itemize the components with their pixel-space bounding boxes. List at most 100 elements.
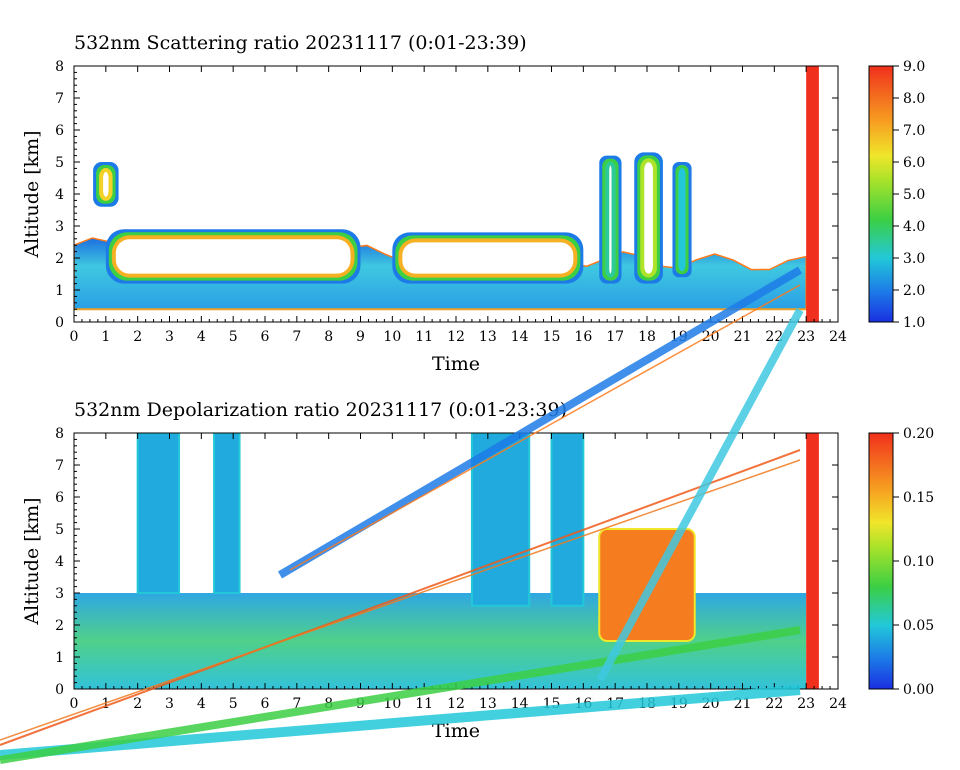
x-tick-label: 5 bbox=[229, 329, 238, 345]
colorbar-tick-label: 7.0 bbox=[903, 123, 925, 139]
depolarization-column bbox=[213, 433, 241, 594]
cloud-features bbox=[74, 66, 819, 322]
x-tick-label: 11 bbox=[415, 329, 433, 345]
y-tick-label: 1 bbox=[55, 650, 64, 666]
diagonal-streak bbox=[289, 284, 801, 571]
x-tick-label: 12 bbox=[447, 329, 465, 345]
diagonal-streak bbox=[0, 459, 801, 741]
colorbar-tick-label: 1.0 bbox=[903, 315, 925, 331]
x-tick-label: 12 bbox=[447, 696, 465, 712]
diagonal-streak bbox=[0, 626, 801, 764]
colorbar-tick-label: 0.10 bbox=[903, 554, 934, 570]
x-tick-label: 13 bbox=[479, 329, 497, 345]
diagonal-streak bbox=[596, 308, 804, 682]
x-tick-label: 17 bbox=[606, 329, 624, 345]
y-tick-label: 4 bbox=[55, 187, 64, 203]
depolarization-column bbox=[470, 433, 531, 607]
depolarization-ratio-y-label: Altitude [km] bbox=[21, 497, 43, 625]
scattering-ratio-y-label: Altitude [km] bbox=[21, 130, 43, 258]
cloud-saturated bbox=[609, 165, 612, 274]
depolarization-ratio-title: 532nm Depolarization ratio 20231117 (0:0… bbox=[74, 399, 567, 421]
y-tick-label: 6 bbox=[55, 490, 64, 506]
scattering-ratio-y-axis: 0 1 2 3 4 5 6 7 8 bbox=[55, 59, 838, 331]
y-tick-label: 3 bbox=[55, 586, 64, 602]
colorbar-tick-label: 4.0 bbox=[903, 219, 925, 235]
depolarization-features bbox=[74, 433, 819, 689]
x-tick-label: 1 bbox=[101, 329, 110, 345]
scattering-ratio-colorbar-ticks: 1.0 2.0 3.0 4.0 5.0 6.0 7.0 8.0 9.0 bbox=[893, 59, 925, 331]
y-tick-label: 8 bbox=[55, 426, 64, 442]
no-data-bar bbox=[806, 433, 819, 689]
x-tick-label: 6 bbox=[261, 329, 270, 345]
cloud-saturated bbox=[103, 172, 109, 197]
scattering-ratio-title: 532nm Scattering ratio 20231117 (0:01-23… bbox=[74, 32, 527, 54]
x-tick-label: 18 bbox=[638, 329, 656, 345]
y-tick-label: 5 bbox=[55, 155, 64, 171]
x-tick-label: 1 bbox=[101, 696, 110, 712]
depolarization-ratio-y-axis: 0 1 2 3 4 5 6 7 8 bbox=[55, 426, 838, 698]
colorbar-tick-label: 0.20 bbox=[903, 426, 934, 442]
x-tick-label: 8 bbox=[324, 329, 333, 345]
x-tick-label: 14 bbox=[511, 329, 529, 345]
x-tick-label: 11 bbox=[415, 696, 433, 712]
y-tick-label: 7 bbox=[55, 91, 64, 107]
x-tick-label: 4 bbox=[197, 329, 206, 345]
x-tick-label: 16 bbox=[574, 329, 592, 345]
scattering-ratio-data-area bbox=[74, 66, 819, 322]
colorbar-tick-label: 0.05 bbox=[903, 618, 934, 634]
colorbar-tick-label: 0.15 bbox=[903, 490, 934, 506]
x-tick-label: 23 bbox=[797, 696, 815, 712]
x-tick-label: 24 bbox=[829, 696, 847, 712]
colorbar-tick-label: 8.0 bbox=[903, 91, 925, 107]
y-tick-label: 2 bbox=[55, 618, 64, 634]
diagonal-streak bbox=[0, 449, 801, 746]
colorbar-tick-label: 3.0 bbox=[903, 251, 925, 267]
colorbar-tick-label: 9.0 bbox=[903, 59, 925, 75]
colorbar-tick-label: 2.0 bbox=[903, 283, 925, 299]
x-tick-label: 7 bbox=[292, 329, 301, 345]
diagonal-streak bbox=[0, 685, 801, 760]
y-tick-label: 5 bbox=[55, 522, 64, 538]
x-tick-label: 3 bbox=[165, 329, 174, 345]
scattering-ratio-colorbar: 1.0 2.0 3.0 4.0 5.0 6.0 7.0 8.0 9.0 bbox=[868, 59, 925, 331]
colorbar-tick-label: 5.0 bbox=[903, 187, 925, 203]
cloud-saturated bbox=[115, 239, 351, 274]
y-tick-label: 3 bbox=[55, 219, 64, 235]
diagonal-streak bbox=[277, 266, 803, 579]
scattering-ratio-panel: 532nm Scattering ratio 20231117 (0:01-23… bbox=[21, 32, 925, 375]
x-tick-label: 5 bbox=[229, 696, 238, 712]
x-tick-label: 2 bbox=[133, 696, 142, 712]
x-tick-label: 23 bbox=[797, 329, 815, 345]
no-data-bar bbox=[806, 66, 819, 322]
depolarization-ratio-colorbar-ticks: 0.00 0.05 0.10 0.15 0.20 bbox=[893, 426, 934, 698]
x-tick-label: 9 bbox=[356, 329, 365, 345]
x-tick-label: 21 bbox=[734, 329, 752, 345]
y-tick-label: 7 bbox=[55, 458, 64, 474]
y-tick-label: 0 bbox=[55, 315, 64, 331]
depolarization-ratio-colorbar-gradient bbox=[868, 432, 894, 690]
cloud-saturated bbox=[644, 162, 653, 274]
x-tick-label: 4 bbox=[197, 696, 206, 712]
depolarization-ratio-colorbar: 0.00 0.05 0.10 0.15 0.20 bbox=[868, 426, 934, 698]
depolarization-ratio-x-label: Time bbox=[432, 720, 480, 742]
cloud-core bbox=[678, 168, 686, 272]
low-depolarization-layer bbox=[74, 593, 807, 689]
y-tick-label: 0 bbox=[55, 682, 64, 698]
x-tick-label: 7 bbox=[292, 696, 301, 712]
y-tick-label: 4 bbox=[55, 554, 64, 570]
x-tick-label: 24 bbox=[829, 329, 847, 345]
y-tick-label: 1 bbox=[55, 283, 64, 299]
x-tick-label: 2 bbox=[133, 329, 142, 345]
depolarization-column bbox=[136, 433, 181, 594]
y-tick-label: 6 bbox=[55, 123, 64, 139]
x-tick-label: 0 bbox=[70, 329, 79, 345]
x-tick-label: 0 bbox=[70, 696, 79, 712]
diagonal-streak-artifacts bbox=[0, 266, 804, 764]
x-tick-label: 6 bbox=[261, 696, 270, 712]
colorbar-tick-label: 0.00 bbox=[903, 682, 934, 698]
depolarization-ratio-data-area bbox=[74, 433, 819, 689]
depolarization-column bbox=[550, 433, 585, 607]
x-tick-label: 10 bbox=[383, 329, 401, 345]
x-tick-label: 15 bbox=[543, 329, 561, 345]
